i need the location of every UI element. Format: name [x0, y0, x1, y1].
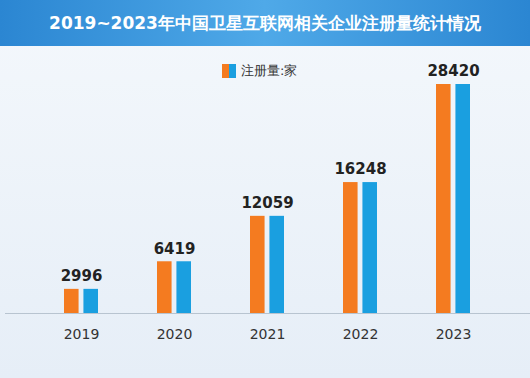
html-text:注册量:家: 注册量:家	[241, 63, 298, 78]
svg-text:2019: 2019	[64, 326, 100, 342]
svg-text:12059: 12059	[241, 194, 293, 212]
svg-text:16248: 16248	[334, 160, 386, 178]
svg-text:2023: 2023	[436, 326, 472, 342]
svg-text:2022: 2022	[343, 326, 379, 342]
svg-text:2996: 2996	[61, 267, 103, 285]
svg-text:6419: 6419	[154, 240, 196, 258]
svg-text:2021: 2021	[250, 326, 286, 342]
svg-text:28420: 28420	[427, 62, 479, 80]
svg-text:2020: 2020	[157, 326, 193, 342]
html-text:2019~2023年中国卫星互联网相关企业注册量统计情况: 2019~2023年中国卫星互联网相关企业注册量统计情况	[49, 13, 481, 33]
